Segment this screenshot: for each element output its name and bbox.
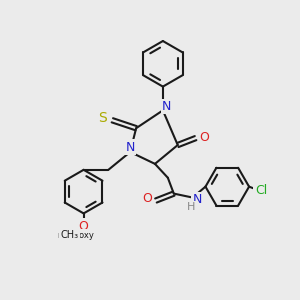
Text: methoxy: methoxy (57, 231, 94, 240)
Text: H: H (186, 202, 195, 212)
Text: N: N (125, 140, 135, 154)
Text: CH₃: CH₃ (61, 230, 79, 240)
Text: O: O (79, 220, 88, 233)
Text: O: O (200, 130, 209, 144)
Text: S: S (98, 111, 107, 125)
Text: Cl: Cl (255, 184, 267, 197)
Text: N: N (162, 100, 172, 113)
Text: O: O (142, 192, 152, 205)
Text: N: N (193, 193, 202, 206)
